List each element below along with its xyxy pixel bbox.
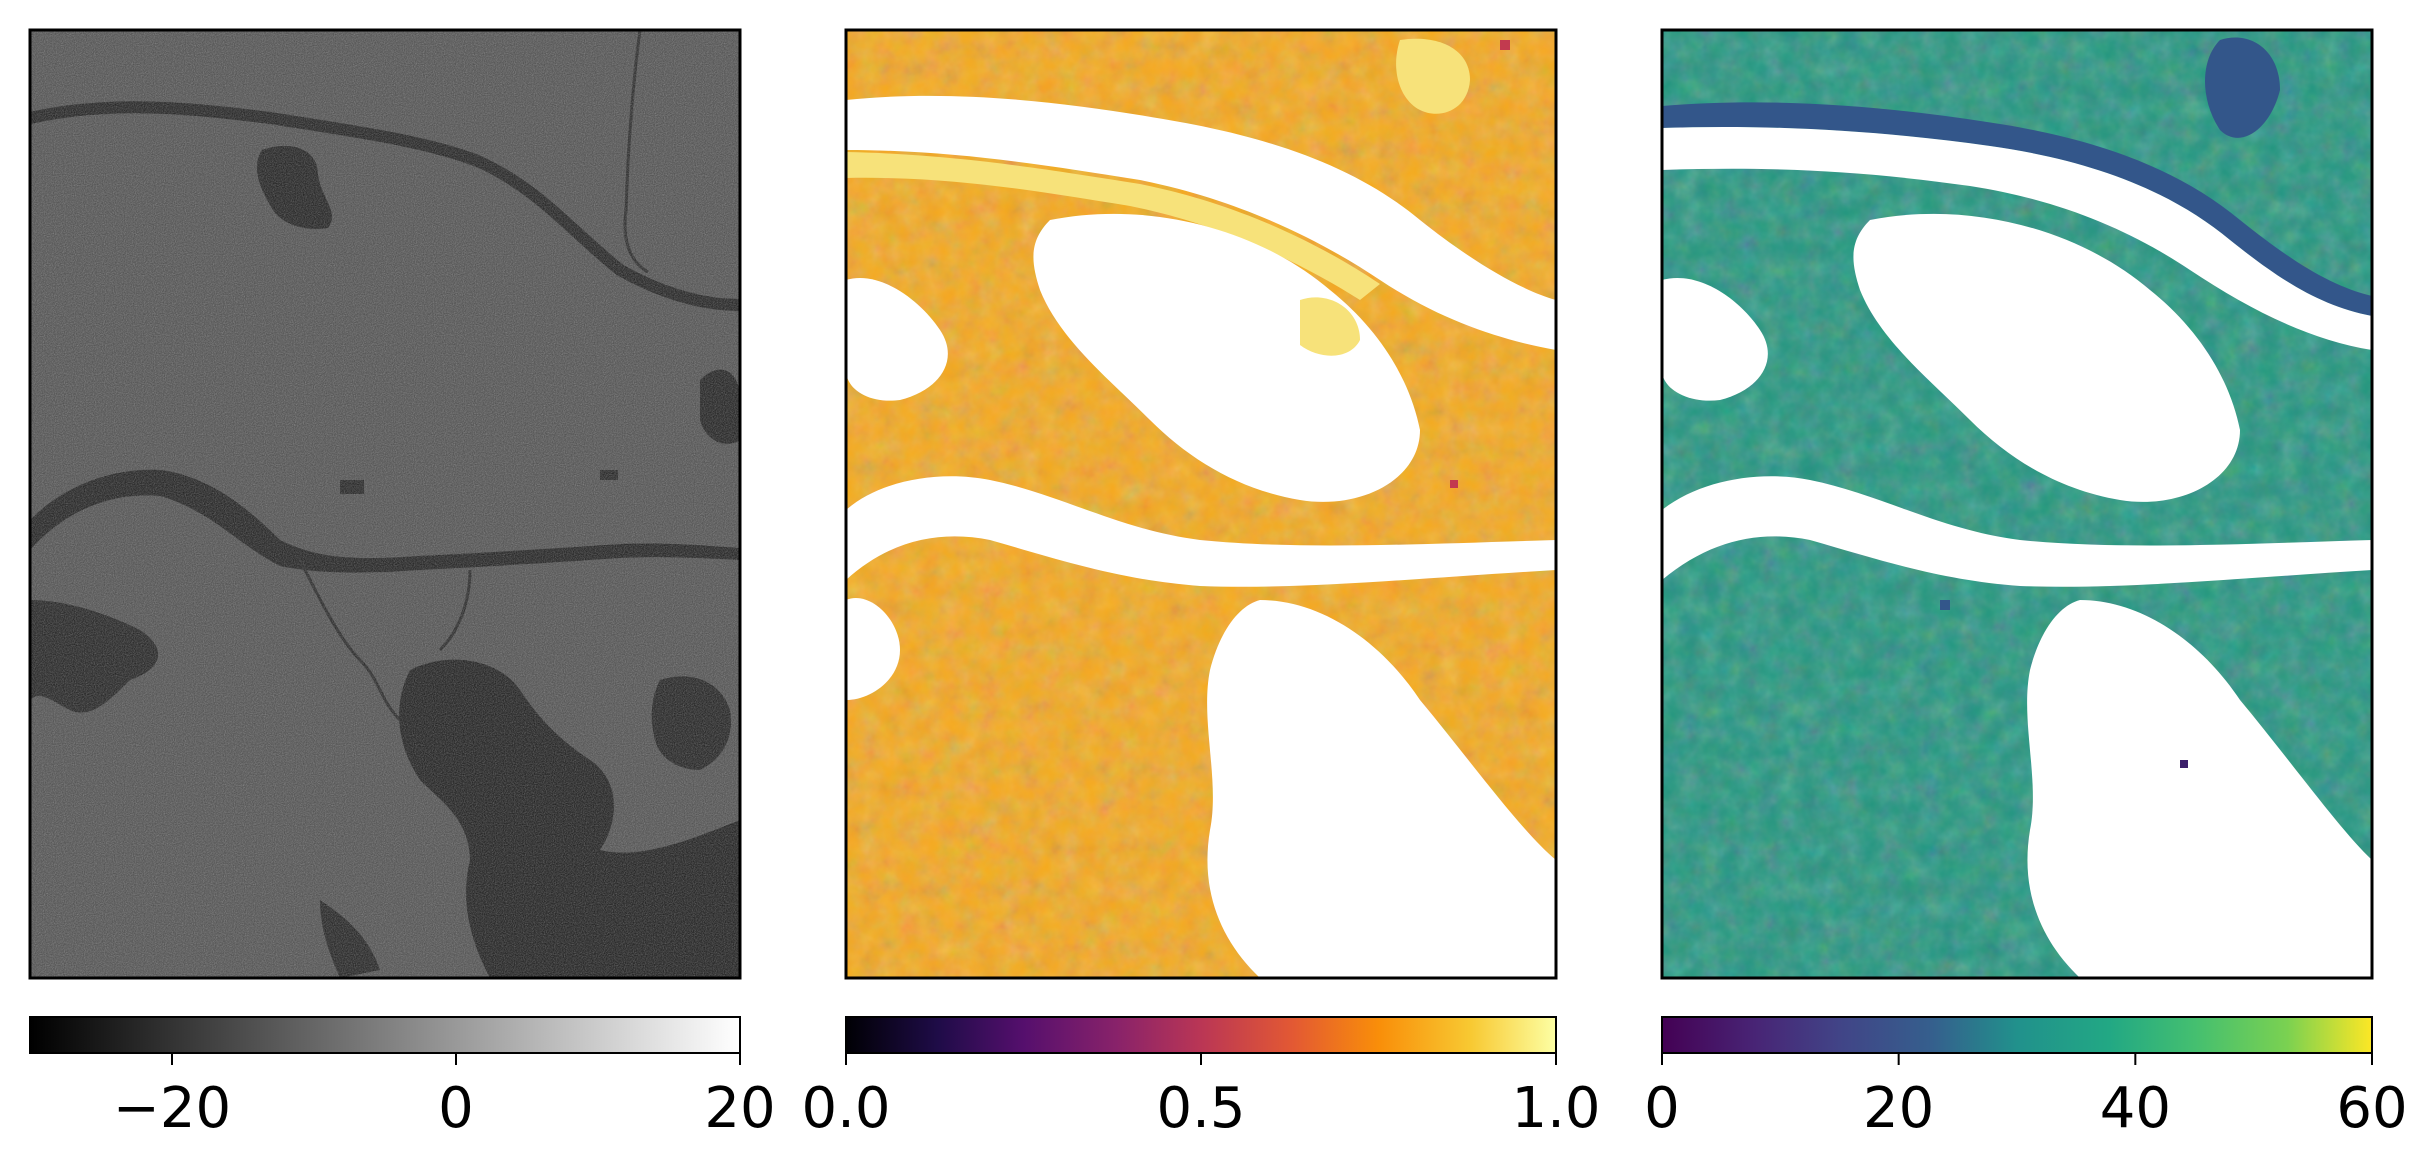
colorbar-gray-tick-label: 0: [438, 1076, 474, 1141]
colorbar-inferno-gradient: [845, 1016, 1557, 1054]
colorbar-gray-tick-label: −20: [113, 1076, 231, 1141]
colorbar-viridis-tick-label: 60: [2336, 1076, 2407, 1141]
panel-inferno: [844, 28, 1558, 980]
colorbar-viridis-ticks: 0 20 40 60: [1644, 1053, 2408, 1141]
colorbar-gray-ticks: −20 0 20: [113, 1053, 776, 1141]
colorbar-inferno-tick-label: 1.0: [1511, 1076, 1600, 1141]
panel-backscatter: [28, 28, 742, 980]
backscatter-frame: [28, 28, 742, 980]
panel-viridis: [1660, 28, 2374, 980]
viridis-frame: [1660, 28, 2374, 980]
colorbar-viridis-tick-label: 20: [1863, 1076, 1934, 1141]
backscatter-image: [30, 30, 740, 978]
colorbar-inferno: 0.0 0.5 1.0: [801, 1016, 1601, 1141]
colorbar-inferno-ticks: 0.0 0.5 1.0: [801, 1053, 1601, 1141]
inferno-frame: [844, 28, 1558, 980]
colorbar-viridis-tick-label: 0: [1644, 1076, 1680, 1141]
inferno-image: [846, 30, 1556, 978]
colorbar-viridis-gradient: [1661, 1016, 2373, 1054]
colorbar-gray-gradient: [29, 1016, 741, 1054]
colorbar-viridis-tick-label: 40: [2100, 1076, 2171, 1141]
viridis-image: [1662, 30, 2372, 978]
colorbar-gray-tick-label: 20: [704, 1076, 775, 1141]
colorbar-viridis: 0 20 40 60: [1644, 1016, 2408, 1141]
colorbar-gray: −20 0 20: [29, 1016, 776, 1141]
colorbar-inferno-tick-label: 0.0: [801, 1076, 890, 1141]
colorbar-inferno-tick-label: 0.5: [1156, 1076, 1245, 1141]
